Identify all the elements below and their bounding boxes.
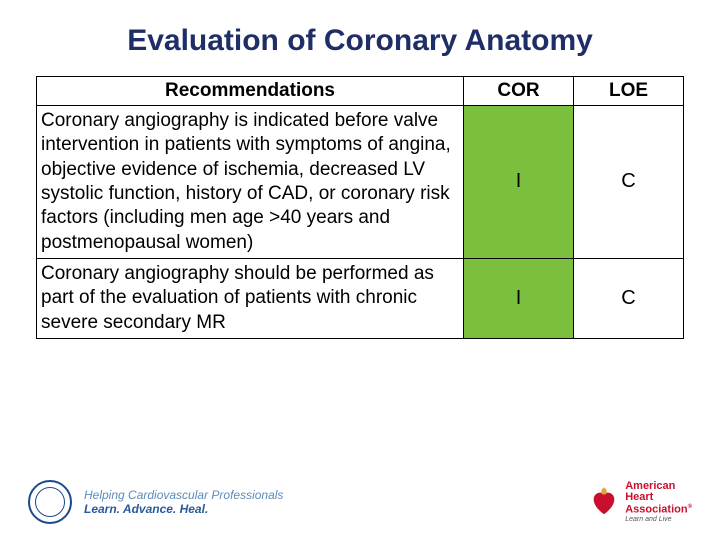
aha-text: American Heart Association® Learn and Li… xyxy=(625,481,692,524)
acc-tagline: Helping Cardiovascular Professionals Lea… xyxy=(84,488,283,516)
aha-sub: Learn and Live xyxy=(625,516,692,523)
table-row: Coronary angiography is indicated before… xyxy=(37,106,684,259)
footer: Helping Cardiovascular Professionals Lea… xyxy=(0,480,720,524)
acc-tagline-line2: Learn. Advance. Heal. xyxy=(84,502,283,516)
aha-line3: Association® xyxy=(625,504,692,516)
table-body: Coronary angiography is indicated before… xyxy=(37,106,684,339)
slide-title: Evaluation of Coronary Anatomy xyxy=(36,24,684,58)
acc-seal-icon xyxy=(28,480,72,524)
recommendation-cell: Coronary angiography is indicated before… xyxy=(37,106,464,259)
cor-cell: I xyxy=(464,106,574,259)
header-loe: LOE xyxy=(574,77,684,106)
loe-cell: C xyxy=(574,258,684,338)
slide: Evaluation of Coronary Anatomy Recommend… xyxy=(0,0,720,540)
header-cor: COR xyxy=(464,77,574,106)
aha-logo: American Heart Association® Learn and Li… xyxy=(589,481,692,524)
recommendation-cell: Coronary angiography should be performed… xyxy=(37,258,464,338)
loe-cell: C xyxy=(574,106,684,259)
heart-torch-icon xyxy=(589,487,619,517)
footer-left: Helping Cardiovascular Professionals Lea… xyxy=(28,480,283,524)
table-row: Coronary angiography should be performed… xyxy=(37,258,684,338)
acc-tagline-line1: Helping Cardiovascular Professionals xyxy=(84,488,283,502)
header-recommendations: Recommendations xyxy=(37,77,464,106)
cor-cell: I xyxy=(464,258,574,338)
recommendations-table: Recommendations COR LOE Coronary angiogr… xyxy=(36,76,684,339)
table-header-row: Recommendations COR LOE xyxy=(37,77,684,106)
